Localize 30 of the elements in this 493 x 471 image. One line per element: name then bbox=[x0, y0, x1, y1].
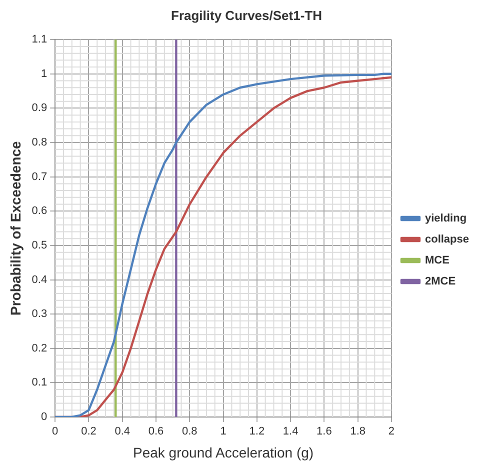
legend-label: collapse bbox=[424, 234, 470, 246]
x-axis-title: Peak ground Acceleration (g) bbox=[133, 444, 314, 460]
y-tick-label: 0.1 bbox=[32, 376, 48, 389]
x-tick-label: 1.6 bbox=[316, 426, 332, 438]
x-tick-label: 0.6 bbox=[148, 426, 164, 438]
y-axis-title: Probability of Exceedence bbox=[7, 140, 24, 316]
y-tick-label: 0.5 bbox=[32, 239, 48, 252]
y-tick-label: 0.2 bbox=[32, 342, 48, 354]
y-tick-label: 1.1 bbox=[32, 34, 48, 46]
y-tick-label: 0.6 bbox=[32, 205, 48, 218]
x-tick-label: 2 bbox=[388, 426, 395, 438]
legend-label: 2MCE bbox=[424, 276, 456, 288]
chart-title: Fragility Curves/Set1-TH bbox=[170, 8, 323, 23]
y-tick-label: 0.8 bbox=[32, 136, 48, 149]
x-tick-label: 0 bbox=[52, 426, 58, 438]
legend-label: yielding bbox=[424, 212, 467, 225]
x-tick-label: 0.8 bbox=[182, 426, 198, 438]
x-tick-label: 1.4 bbox=[282, 426, 298, 438]
x-tick-label: 0.4 bbox=[114, 426, 130, 438]
legend-label: MCE bbox=[424, 254, 450, 267]
x-tick-label: 1.8 bbox=[350, 426, 366, 438]
x-tick-label: 1.2 bbox=[249, 426, 265, 438]
y-tick-label: 0.9 bbox=[32, 102, 48, 114]
y-tick-label: 1 bbox=[40, 68, 48, 80]
x-tick-label: 0.2 bbox=[81, 426, 96, 438]
x-tick-label: 1 bbox=[220, 426, 226, 438]
y-tick-label: 0.4 bbox=[32, 274, 48, 286]
y-tick-label: 0.3 bbox=[32, 308, 48, 320]
y-tick-label: 0.7 bbox=[32, 170, 48, 183]
y-tick-label: 0 bbox=[40, 411, 48, 424]
